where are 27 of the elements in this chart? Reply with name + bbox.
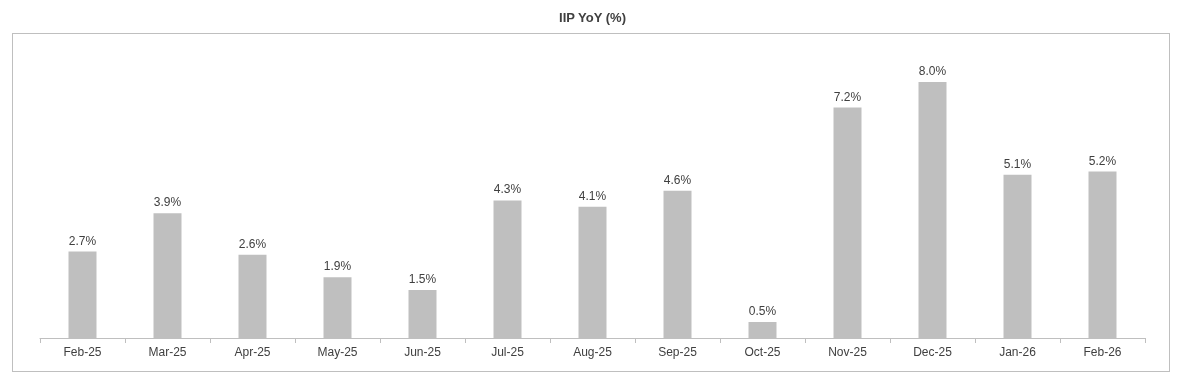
data-label: 7.2% [833, 89, 862, 104]
x-tick-label: Apr-25 [234, 345, 271, 359]
x-tick-label: Jan-26 [999, 345, 1037, 359]
x-tick-label: May-25 [317, 345, 358, 359]
data-label: 4.6% [663, 172, 692, 187]
data-label: 2.7% [68, 233, 97, 248]
x-tick-label: Feb-26 [1083, 345, 1122, 359]
x-tick-label: Oct-25 [744, 345, 781, 359]
data-label: 0.5% [748, 304, 777, 318]
x-tick-label: Nov-25 [828, 345, 868, 359]
data-label: 8.0% [918, 64, 947, 78]
data-label: 1.9% [323, 259, 352, 274]
data-label: 5.1% [1003, 156, 1032, 171]
x-tick-label: Jul-25 [491, 345, 525, 359]
data-label: 5.2% [1088, 153, 1117, 168]
data-label: 1.5% [408, 272, 437, 286]
x-tick-label: Jun-25 [404, 345, 442, 359]
x-tick-label: Sep-25 [658, 345, 698, 359]
data-label: 3.9% [153, 195, 182, 210]
chart-title: IIP YoY (%) [559, 10, 626, 25]
x-tick-label: Mar-25 [148, 345, 187, 359]
data-label: 4.3% [493, 182, 522, 197]
x-tick-label: Dec-25 [913, 345, 953, 359]
x-tick-label: Aug-25 [573, 345, 613, 359]
x-tick-label: Feb-25 [63, 345, 102, 359]
data-label: 2.6% [238, 236, 267, 251]
data-label: 4.1% [578, 188, 607, 203]
